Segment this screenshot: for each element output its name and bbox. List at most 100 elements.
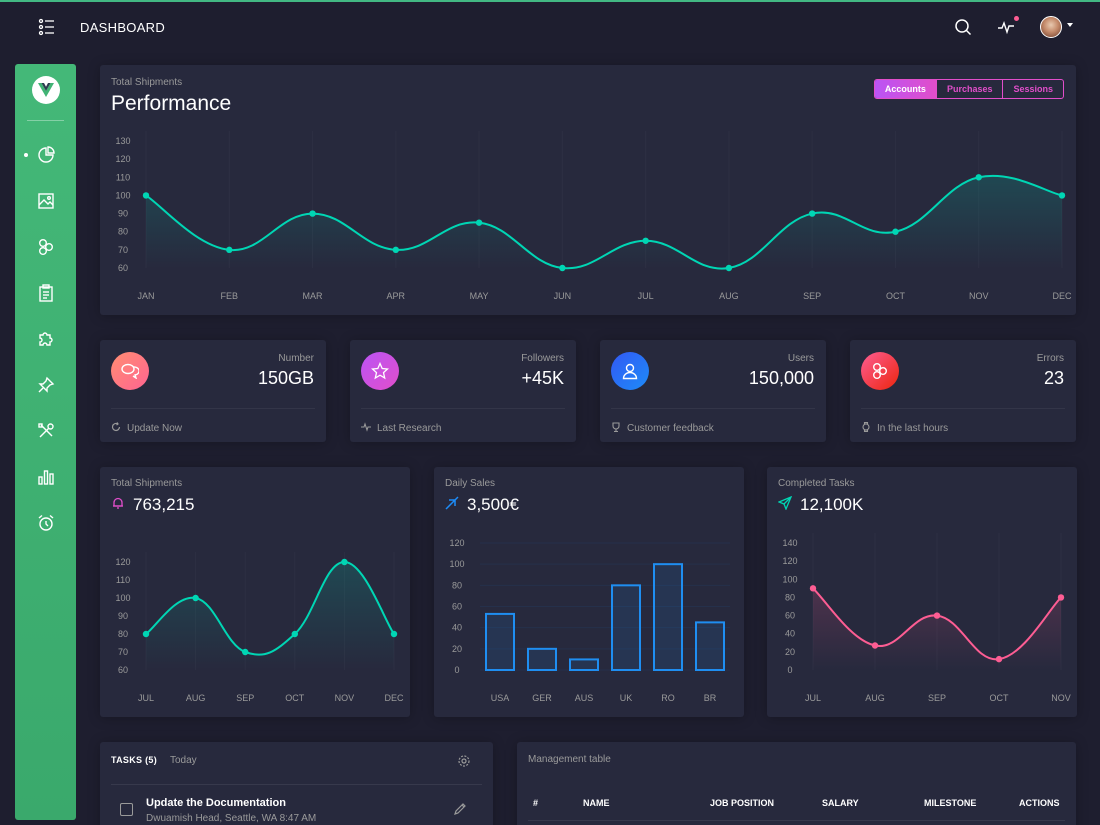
completed-tasks-card: Completed Tasks 12,100K 0 20 40 60 80 100 120 1… <box>767 467 1077 717</box>
image-icon[interactable] <box>35 190 57 212</box>
pie-chart-icon[interactable] <box>35 144 57 166</box>
activity-icon[interactable] <box>996 17 1016 37</box>
y-tick-label: 100 <box>782 574 797 584</box>
y-tick-label: 100 <box>115 593 130 603</box>
data-point <box>1057 594 1065 601</box>
active-indicator <box>24 153 28 157</box>
menu-toggle-icon[interactable] <box>38 18 56 36</box>
area-fill <box>813 588 1061 670</box>
y-tick-label: 60 <box>118 263 128 273</box>
daily-sales-chart: 0 20 40 60 80 100 120 USA GER AUS UK RO BR <box>449 538 730 703</box>
notification-dot <box>1014 16 1019 21</box>
stat-label: Number <box>278 353 314 364</box>
stat-footer[interactable]: Update Now <box>111 422 182 435</box>
sidebar-divider <box>27 120 64 121</box>
x-tick-label: RO <box>661 693 675 703</box>
y-tick-label: 110 <box>116 172 130 182</box>
x-tick-label: NOV <box>1051 693 1071 703</box>
x-tick-label: NOV <box>969 291 989 301</box>
x-tick-label: SEP <box>928 693 946 703</box>
tasks-filter[interactable]: Today <box>170 755 197 766</box>
delivery-icon <box>445 495 459 515</box>
data-point <box>808 210 816 217</box>
x-tick-label: DEC <box>1052 291 1072 301</box>
clipboard-icon[interactable] <box>35 282 57 304</box>
area-fill <box>146 562 394 670</box>
x-tick-label: SEP <box>803 291 821 301</box>
bar <box>485 612 515 672</box>
data-point <box>995 655 1003 663</box>
data-point <box>242 648 249 656</box>
y-tick-label: 120 <box>449 538 464 548</box>
y-tick-label: 80 <box>118 629 128 639</box>
x-tick-label: GER <box>532 693 552 703</box>
bar <box>527 647 557 671</box>
pin-icon[interactable] <box>35 374 57 396</box>
tab-purchases[interactable]: Purchases <box>937 80 1004 98</box>
data-point <box>1058 192 1066 199</box>
daily-sales-card: Daily Sales 3,500€ 0 20 40 60 80 100 120 USA GER… <box>434 467 744 717</box>
card-title: Performance <box>111 92 232 115</box>
stat-footer[interactable]: Last Research <box>361 422 441 435</box>
stat-value: 150,000 <box>748 368 814 388</box>
data-point <box>341 558 348 566</box>
tasks-title: TASKS (5) <box>111 755 158 765</box>
bar <box>695 621 725 671</box>
x-tick-label: BR <box>704 693 717 703</box>
tab-group: Accounts Purchases Sessions <box>873 79 1064 99</box>
card-title: 763,215 <box>111 495 194 515</box>
tab-sessions[interactable]: Sessions <box>1013 84 1053 94</box>
atom-icon[interactable] <box>35 236 57 258</box>
x-tick-label: JUL <box>805 693 821 703</box>
divider <box>861 408 1065 409</box>
y-tick-label: 60 <box>118 665 128 675</box>
puzzle-icon[interactable] <box>35 328 57 350</box>
chevron-down-icon[interactable] <box>1067 23 1073 27</box>
divider <box>361 408 565 409</box>
stat-footer[interactable]: In the last hours <box>861 421 948 435</box>
data-point <box>975 174 982 181</box>
y-tick-label: 60 <box>785 611 795 621</box>
activity-icon <box>361 422 371 435</box>
area-fill <box>146 175 1062 269</box>
y-tick-label: 80 <box>118 227 128 237</box>
performance-card: Total Shipments Performance Accounts Pur… <box>100 65 1076 315</box>
tools-icon[interactable] <box>35 420 57 442</box>
task-checkbox[interactable] <box>120 803 133 816</box>
table-header: # NAME JOB POSITION SALARY MILESTONE ACT… <box>528 798 1065 812</box>
x-tick-label: JUL <box>138 693 154 703</box>
y-tick-label: 100 <box>115 190 130 200</box>
y-tick-label: 120 <box>782 556 797 566</box>
data-point <box>725 264 733 272</box>
gear-icon[interactable] <box>457 754 471 768</box>
card-category: Total Shipments <box>111 77 183 88</box>
y-tick-label: 140 <box>782 538 797 548</box>
stat-label: Users <box>787 353 814 364</box>
y-tick-label: 90 <box>118 209 128 219</box>
x-tick-label: AUS <box>575 693 594 703</box>
search-icon[interactable] <box>953 17 973 37</box>
x-tick-label: JAN <box>137 291 154 301</box>
tab-accounts[interactable]: Accounts <box>874 80 937 98</box>
stat-value: +45K <box>521 368 564 388</box>
molecule-icon <box>861 352 899 390</box>
x-tick-label: MAY <box>470 291 489 301</box>
stat-footer[interactable]: Customer feedback <box>611 422 714 435</box>
y-tick-label: 110 <box>116 575 130 585</box>
divider <box>111 408 315 409</box>
alarm-icon[interactable] <box>35 512 57 534</box>
avatar[interactable] <box>1040 16 1062 38</box>
data-point <box>142 630 150 638</box>
data-point <box>226 246 233 254</box>
pencil-icon[interactable] <box>453 802 467 816</box>
performance-chart: 60 70 80 90 100 110 120 130 JAN FEB MAR APR MAY JUN JU… <box>115 136 1072 301</box>
data-point <box>933 612 941 619</box>
column-header: MILESTONE <box>924 798 977 808</box>
stat-footer-text: Update Now <box>127 423 183 434</box>
vue-logo-icon[interactable] <box>32 76 60 104</box>
x-tick-label: APR <box>387 291 406 301</box>
tasks-card: TASKS (5) Today Update the Documentation… <box>100 742 493 825</box>
data-point <box>475 219 483 226</box>
completed-tasks-chart: 0 20 40 60 80 100 120 140 JUL AUG SEP OCT NOV <box>782 538 1071 703</box>
bar-chart-icon[interactable] <box>35 466 57 488</box>
